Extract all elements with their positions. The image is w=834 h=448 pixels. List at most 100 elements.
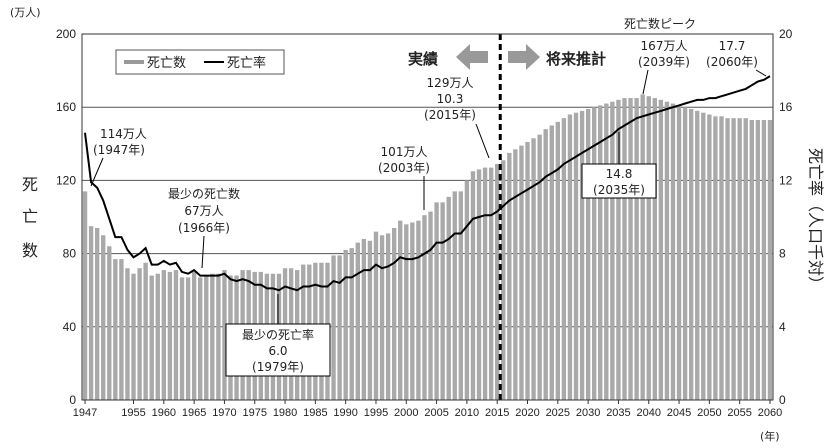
- death-count-bar: [646, 96, 651, 400]
- ann-2015-arrow: [475, 123, 490, 159]
- death-count-bar: [391, 227, 397, 400]
- death-count-bar: [355, 242, 360, 400]
- plot-frame: [81, 33, 774, 401]
- death-count-bar: [658, 99, 664, 400]
- left-axis-char: 亡: [22, 207, 38, 226]
- death-count-bar: [561, 118, 567, 401]
- death-count-bar: [173, 270, 179, 400]
- x-tick-label: 1980: [273, 407, 297, 419]
- death-count-bar: [507, 152, 512, 400]
- x-tick-label: 1975: [243, 407, 267, 419]
- legend-label-rate: 死亡率: [227, 55, 266, 71]
- death-count-bar: [367, 240, 373, 400]
- death-count-bar: [107, 246, 112, 400]
- death-count-bar: [604, 103, 609, 400]
- death-count-bar: [191, 271, 197, 400]
- annotation-2003: 101万人 (2003年): [378, 145, 430, 210]
- death-count-bar: [755, 120, 761, 400]
- death-count-bar: [695, 110, 700, 401]
- death-count-bar: [416, 220, 421, 400]
- ann-2015-year: (2015年): [424, 108, 476, 122]
- death-count-bar: [701, 112, 706, 400]
- ann-2015-rate: 10.3: [437, 92, 464, 106]
- projection-region-label: 将来推計: [546, 50, 606, 68]
- death-count-bar: [88, 226, 94, 400]
- death-count-bar: [713, 116, 718, 400]
- annotation-1966: 最少の死亡数 67万人 (1966年): [168, 186, 240, 269]
- x-tick-label: 2000: [394, 407, 418, 419]
- ann-2039-title: 死亡数ピーク: [624, 16, 696, 31]
- ann-1966-value: 67万人: [184, 204, 223, 218]
- left-tick-label: 0: [69, 393, 76, 407]
- left-tick-label: 120: [56, 173, 76, 187]
- x-tick-label: 1955: [121, 407, 145, 419]
- death-count-bar: [616, 99, 621, 400]
- x-tick-label: 2010: [455, 407, 479, 419]
- death-count-bar: [579, 110, 585, 401]
- death-count-bar: [470, 171, 476, 400]
- death-count-bar: [373, 231, 379, 400]
- death-count-bar: [82, 191, 88, 400]
- annotation-1979: 最少の死亡率 6.0 (1979年): [225, 294, 331, 377]
- x-tick-label: 2055: [727, 407, 751, 419]
- ann-1979-year: (1979年): [252, 360, 304, 374]
- ann-2039-arrow: [642, 69, 649, 95]
- death-count-bar: [331, 255, 336, 400]
- death-count-bar: [440, 202, 445, 400]
- left-unit: (万人): [10, 6, 41, 19]
- death-count-bar: [210, 273, 215, 400]
- death-count-bar: [519, 145, 524, 400]
- right-tick-label: 12: [779, 173, 793, 187]
- annotation-1947: 114万人 (1947年): [90, 127, 147, 187]
- x-tick-label: 2045: [667, 407, 691, 419]
- ann-1947-arrow: [90, 157, 104, 187]
- left-axis-ticks: 0 40 80 120 160 200: [56, 27, 76, 407]
- right-tick-label: 20: [779, 27, 793, 41]
- death-count-bar: [537, 134, 542, 400]
- death-count-bar: [410, 222, 415, 400]
- x-tick-label: 1960: [152, 407, 176, 419]
- annotation-2060: 17.7 (2060年): [706, 39, 767, 77]
- death-count-bar: [361, 238, 367, 400]
- ann-2015-value: 129万人: [427, 76, 474, 90]
- year-unit: (年): [760, 429, 780, 443]
- death-count-bar: [628, 98, 633, 401]
- death-count-bar: [664, 101, 670, 401]
- right-tick-label: 16: [779, 100, 793, 114]
- death-count-bar: [749, 120, 754, 400]
- ann-2003-year: (2003年): [378, 161, 430, 175]
- x-tick-label: 1995: [364, 407, 388, 419]
- death-count-bar: [198, 277, 203, 400]
- death-rate-line: [84, 75, 771, 292]
- death-count-bar: [737, 118, 742, 401]
- ann-1966-arrow: [201, 235, 205, 269]
- left-axis-title: 死 亡 数: [22, 175, 38, 260]
- left-tick-label: 80: [63, 247, 77, 261]
- death-count-bar: [155, 273, 160, 400]
- death-count-bar: [549, 125, 554, 400]
- right-tick-label: 8: [779, 247, 786, 261]
- death-count-bar: [179, 277, 185, 400]
- death-count-bar: [94, 227, 100, 400]
- death-count-bar: [488, 167, 494, 400]
- gridlines: [82, 106, 773, 328]
- ann-2039-year: (2039年): [638, 55, 690, 69]
- death-count-bar: [101, 235, 106, 400]
- death-count-bar: [204, 275, 209, 400]
- x-tick-label: 2050: [697, 407, 721, 419]
- death-count-bar: [161, 270, 167, 400]
- death-count-bar: [555, 121, 561, 400]
- death-count-bar: [349, 248, 354, 400]
- death-count-bar: [113, 259, 118, 400]
- x-tick-label: 2015: [485, 407, 509, 419]
- right-tick-label: 0: [779, 393, 786, 407]
- x-tick-label: 1947: [73, 407, 97, 419]
- ann-1979-value: 6.0: [268, 344, 287, 358]
- legend-label-count: 死亡数: [147, 56, 186, 71]
- x-tick-label: 1970: [212, 407, 236, 419]
- death-count-bar: [404, 224, 409, 400]
- death-count-bar: [476, 169, 482, 400]
- death-count-bar: [719, 116, 724, 400]
- ann-1979-box: [225, 323, 331, 377]
